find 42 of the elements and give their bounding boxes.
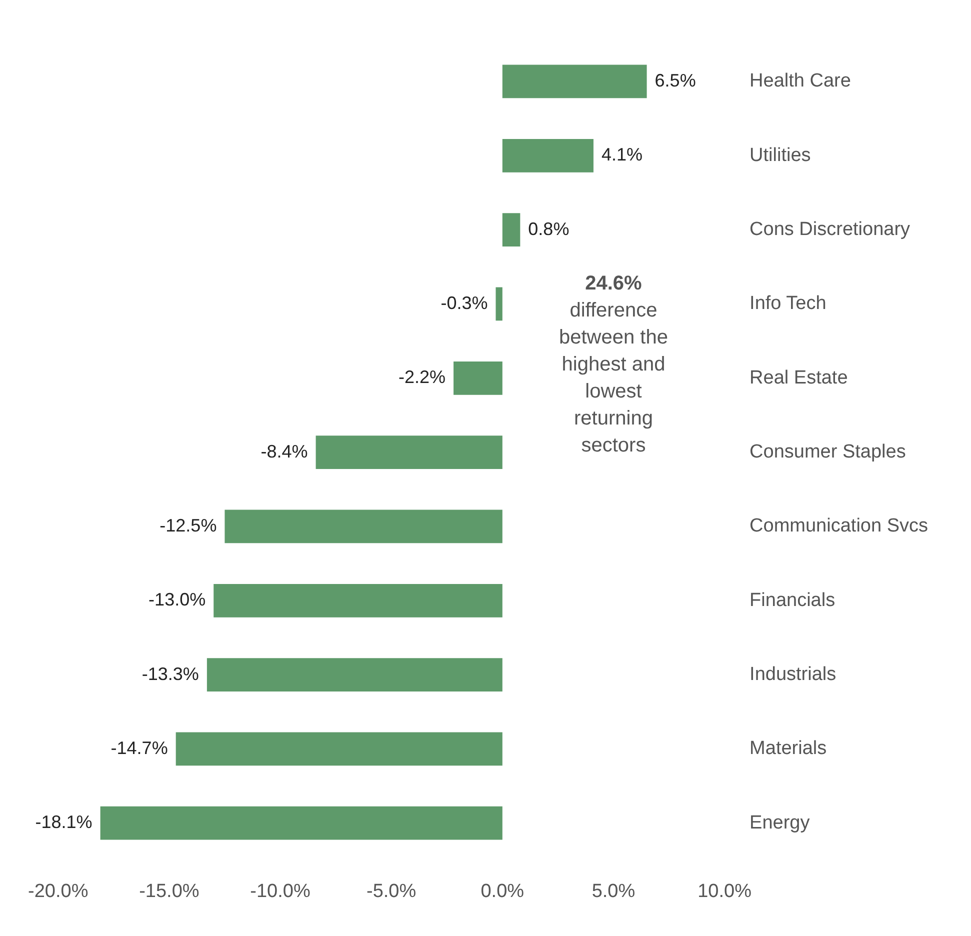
data-label: 0.8% xyxy=(528,218,570,239)
y-tick-label: Utilities xyxy=(750,144,811,166)
bar xyxy=(206,658,502,692)
bar xyxy=(502,138,594,172)
data-label: 6.5% xyxy=(654,70,696,90)
bar xyxy=(496,287,502,321)
y-tick-label: Energy xyxy=(750,812,810,834)
bar xyxy=(316,436,502,469)
data-label: -13.3% xyxy=(142,664,199,684)
y-tick-label: Real Estate xyxy=(750,367,848,388)
data-label: -8.4% xyxy=(260,441,308,462)
y-tick-label: Info Tech xyxy=(750,293,826,314)
x-tick-label: -15.0% xyxy=(139,880,200,902)
data-label: -2.2% xyxy=(398,367,446,388)
bar xyxy=(224,510,502,544)
data-label: -13.0% xyxy=(148,590,206,610)
bar xyxy=(100,806,502,840)
annotation: 24.6% xyxy=(585,272,642,294)
data-label: -12.5% xyxy=(160,515,217,536)
x-tick-label: 10.0% xyxy=(698,880,752,902)
y-tick-label: Health Care xyxy=(750,70,851,92)
x-tick-label: 5.0% xyxy=(592,880,636,902)
data-label: -14.7% xyxy=(110,738,168,758)
x-tick-label: -10.0% xyxy=(250,880,310,902)
bar xyxy=(502,64,647,98)
y-tick-label: Communication Svcs xyxy=(750,516,928,537)
bar xyxy=(454,361,502,395)
y-tick-label: Materials xyxy=(750,738,827,760)
bar xyxy=(502,213,520,246)
bar xyxy=(214,584,502,618)
y-tick-label: Financials xyxy=(750,590,836,611)
bar xyxy=(176,732,502,766)
y-tick-label: Industrials xyxy=(750,664,836,686)
x-tick-label: 0.0% xyxy=(480,880,524,902)
y-tick-label: Consumer Staples xyxy=(750,442,906,463)
x-tick-label: -20.0% xyxy=(28,880,88,902)
x-tick-label: -5.0% xyxy=(366,880,416,902)
data-label: -18.1% xyxy=(35,812,92,832)
data-label: 4.1% xyxy=(601,144,643,165)
data-label: -0.3% xyxy=(440,292,488,313)
y-tick-label: Cons Discretionary xyxy=(750,219,911,240)
annotation: difference between the highest and lowest returning sectors xyxy=(558,299,668,456)
